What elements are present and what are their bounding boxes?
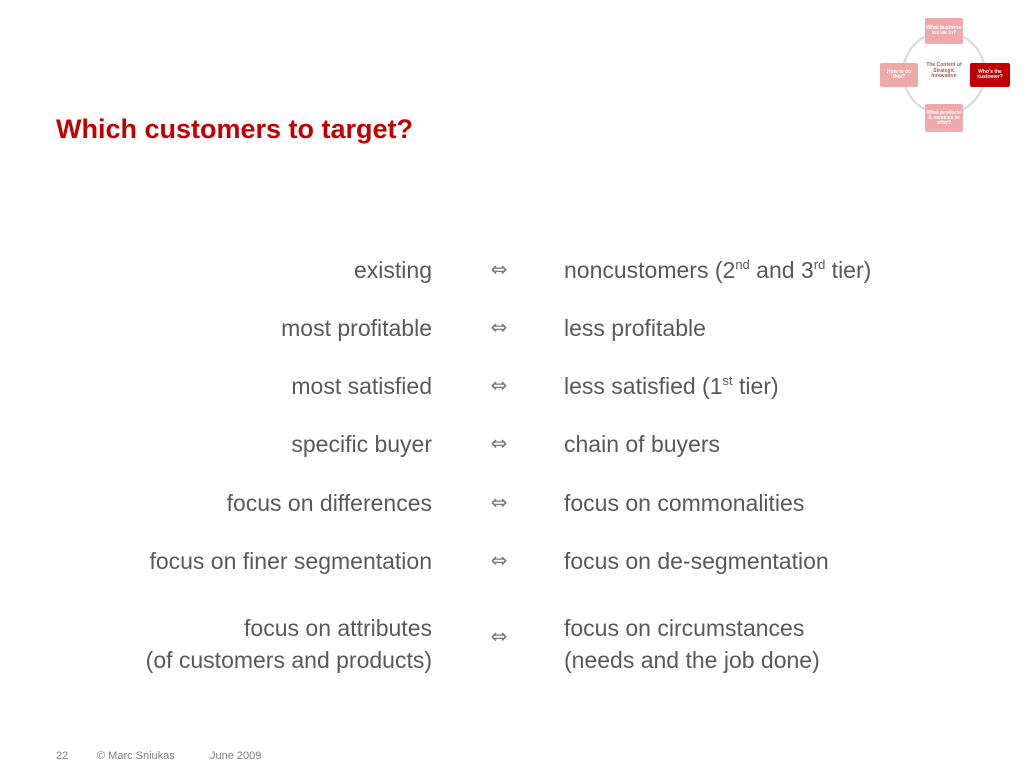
strategic-innovation-diagram: What business are we in? Who's the custo…	[876, 16, 1012, 134]
row-left: most satisfied	[291, 373, 432, 399]
row-right: less profitable	[564, 315, 706, 341]
diagram-node-bottom: What products & services to offer?	[925, 104, 963, 132]
row-right: less satisfied (1st tier)	[564, 373, 779, 399]
footer-author: © Marc Sniukas	[97, 750, 175, 762]
row-left: existing	[354, 257, 432, 283]
row-right: chain of buyers	[564, 431, 720, 457]
row-left: focus on differences	[226, 490, 432, 516]
double-arrow-icon: ⇔	[490, 373, 508, 397]
footer-date: June 2009	[210, 750, 262, 762]
row-left: most profitable	[281, 315, 432, 341]
diagram-center-label: The Content of Strategic Innovation	[926, 62, 962, 79]
double-arrow-icon: ⇔	[490, 548, 508, 572]
double-arrow-icon: ⇔	[490, 431, 508, 455]
double-arrow-icon: ⇔	[490, 257, 508, 281]
double-arrow-icon: ⇔	[490, 624, 508, 648]
row-right: focus on circumstances (needs and the jo…	[564, 615, 820, 673]
row-left: specific buyer	[291, 431, 432, 457]
double-arrow-icon: ⇔	[490, 315, 508, 339]
row-left: focus on finer segmentation	[149, 548, 432, 574]
row-right: noncustomers (2nd and 3rd tier)	[564, 257, 872, 283]
row-right: focus on commonalities	[564, 490, 805, 516]
slide-title: Which customers to target?	[56, 114, 414, 144]
row-left: focus on attributes (of customers and pr…	[145, 615, 432, 673]
double-arrow-icon: ⇔	[490, 490, 508, 514]
diagram-node-top: What business are we in?	[925, 18, 963, 44]
row-right: focus on de-segmentation	[564, 548, 829, 574]
page-number: 22	[56, 750, 69, 762]
diagram-node-left: How to do this?	[880, 63, 918, 87]
diagram-node-right: Who's the customer?	[970, 63, 1010, 87]
